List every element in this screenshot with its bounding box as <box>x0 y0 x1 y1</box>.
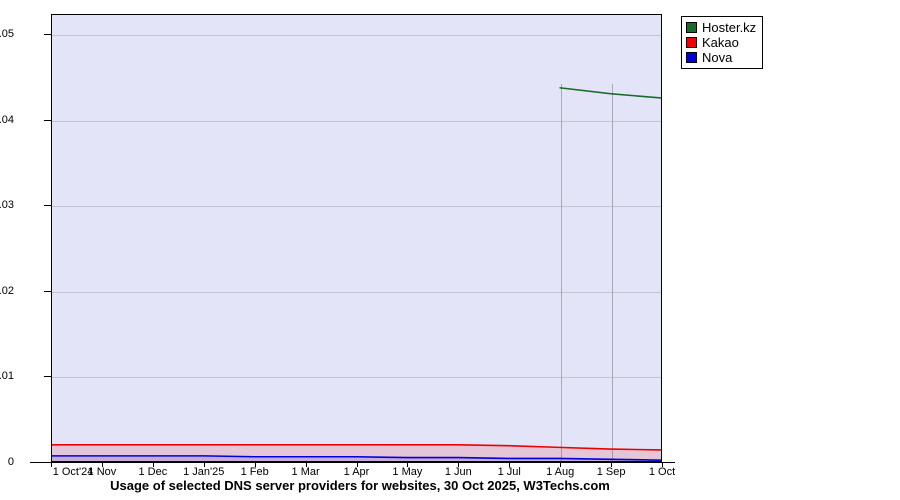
legend-item[interactable]: Hoster.kz <box>686 20 756 35</box>
legend-swatch-nova <box>686 52 697 63</box>
gridline-vertical <box>612 84 614 461</box>
x-axis-tick-label: 1 Feb <box>240 466 269 478</box>
chart-title: Usage of selected DNS server providers f… <box>110 478 610 493</box>
y-axis-tick <box>44 34 52 35</box>
x-axis-tick <box>152 462 154 467</box>
gridline-vertical <box>561 84 563 461</box>
x-axis-tick <box>560 462 562 467</box>
y-axis-line <box>51 14 52 463</box>
x-axis-tick <box>356 462 358 467</box>
x-axis-tick-label: 1 Apr <box>343 466 370 478</box>
y-axis-tick-label: 0.04 <box>0 113 14 126</box>
x-axis-tick-label: 1 Sep <box>596 466 626 478</box>
gridline-horizontal <box>52 35 661 36</box>
x-axis-tick <box>305 462 307 467</box>
legend-swatch-hoster-kz <box>686 22 697 33</box>
gridline-horizontal <box>52 377 661 379</box>
legend-label-hoster-kz: Hoster.kz <box>702 19 757 35</box>
x-axis-tick-label: 1 Nov <box>87 466 117 478</box>
legend-item[interactable]: Kakao <box>686 35 756 50</box>
gridline-horizontal <box>52 206 661 208</box>
x-axis-tick <box>51 462 52 467</box>
x-axis-tick <box>611 462 613 467</box>
gridline-horizontal <box>52 120 661 122</box>
series-lines <box>52 86 661 461</box>
x-axis-tick-label: 1 Oct <box>648 466 676 478</box>
x-axis-tick-label: 1 May <box>392 466 423 478</box>
x-axis-tick <box>509 462 511 467</box>
y-axis-tick-label: 0 <box>7 456 14 468</box>
chart-legend: Hoster.kz Kakao Nova <box>681 16 764 69</box>
y-axis-tick-label: 0.01 <box>0 370 14 383</box>
x-axis-tick <box>203 462 205 467</box>
x-axis-tick <box>662 462 663 467</box>
y-axis-tick <box>44 462 52 463</box>
x-axis-tick-label: 1 Jan'25 <box>183 466 225 478</box>
y-axis-tick-label: 0.02 <box>0 284 14 297</box>
x-axis-tick <box>458 462 460 467</box>
x-axis-tick-label: 1 Jul <box>497 466 521 478</box>
legend-swatch-kakao <box>686 37 697 48</box>
x-axis-tick-label: 1 Oct'24 <box>52 466 94 478</box>
x-axis-tick <box>254 462 256 467</box>
series-line-nova <box>52 455 661 461</box>
plot-area <box>51 14 662 462</box>
legend-item[interactable]: Nova <box>686 50 756 65</box>
x-axis-tick-label: 1 Aug <box>546 466 575 478</box>
x-axis-tick <box>101 462 103 467</box>
series-line-hoster-kz <box>559 86 661 99</box>
series-area-kakao <box>52 444 661 461</box>
y-axis-tick-label: 0.03 <box>0 199 14 212</box>
legend-label-nova: Nova <box>702 49 733 65</box>
x-axis-tick-label: 1 Mar <box>291 466 320 478</box>
y-axis-tick <box>44 290 52 292</box>
legend-label-kakao: Kakao <box>702 34 739 50</box>
y-axis-tick <box>44 205 52 207</box>
x-axis-tick <box>407 462 409 467</box>
x-axis-line <box>30 462 675 463</box>
gridline-horizontal <box>52 291 661 293</box>
y-axis-tick <box>44 119 52 121</box>
x-axis-tick-label: 1 Dec <box>138 466 168 478</box>
x-axis-tick-label: 1 Jun <box>444 466 472 478</box>
series-area-nova <box>52 455 661 461</box>
y-axis-tick-label: 0.05 <box>0 28 14 40</box>
y-axis-tick <box>44 376 52 378</box>
series-line-kakao <box>52 444 661 451</box>
